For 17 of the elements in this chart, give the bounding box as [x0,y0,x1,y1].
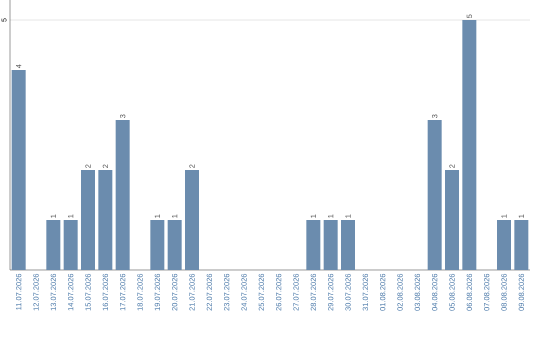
bar [64,220,78,270]
bar [81,170,95,270]
bar [116,120,130,270]
bar [514,220,528,270]
bar [46,220,60,270]
bar [324,220,338,270]
bar [428,120,442,270]
bar [185,170,199,270]
bar [445,170,460,270]
bar [168,220,182,270]
bar [341,220,356,270]
bar [98,170,112,270]
bar [497,220,512,270]
bar [150,220,164,270]
bar [306,220,320,270]
bar [462,20,476,270]
bar [12,70,26,270]
